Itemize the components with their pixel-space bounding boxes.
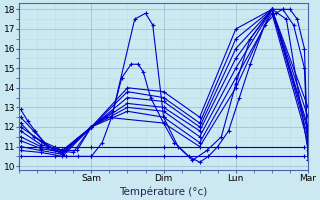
X-axis label: Température (°c): Température (°c) [119, 186, 208, 197]
